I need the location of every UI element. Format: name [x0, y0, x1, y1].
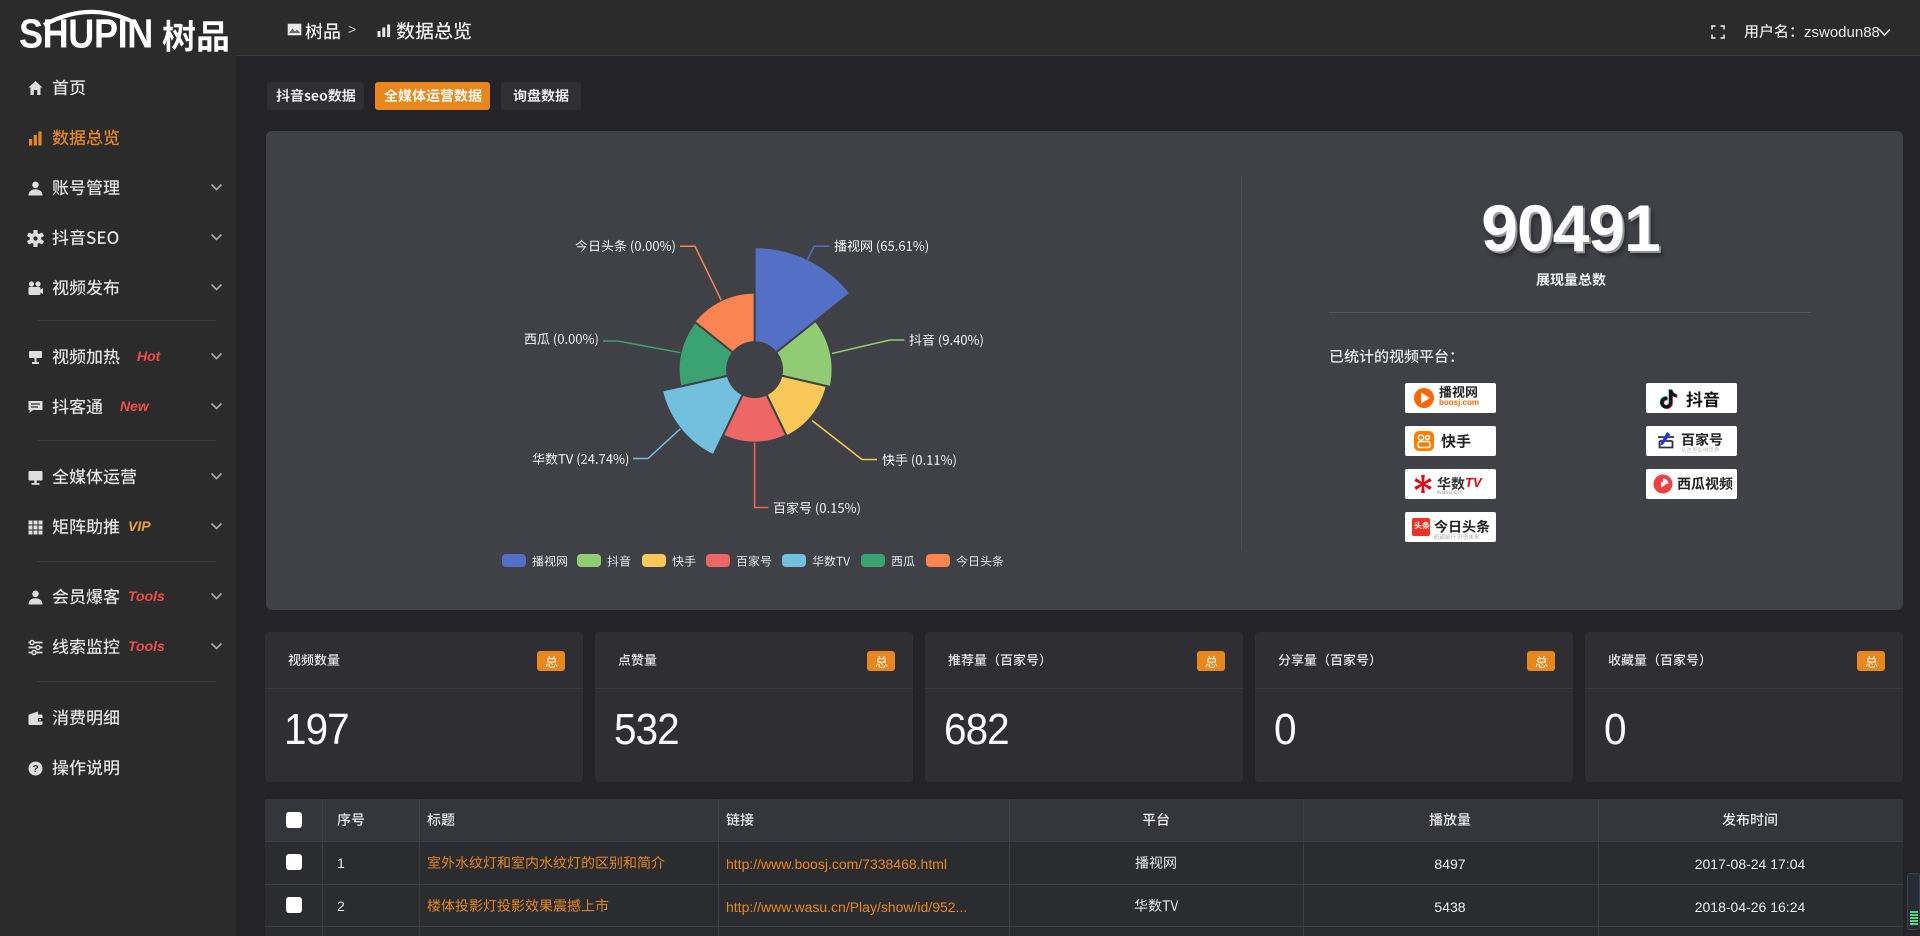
svg-text:?: ? [32, 763, 38, 775]
